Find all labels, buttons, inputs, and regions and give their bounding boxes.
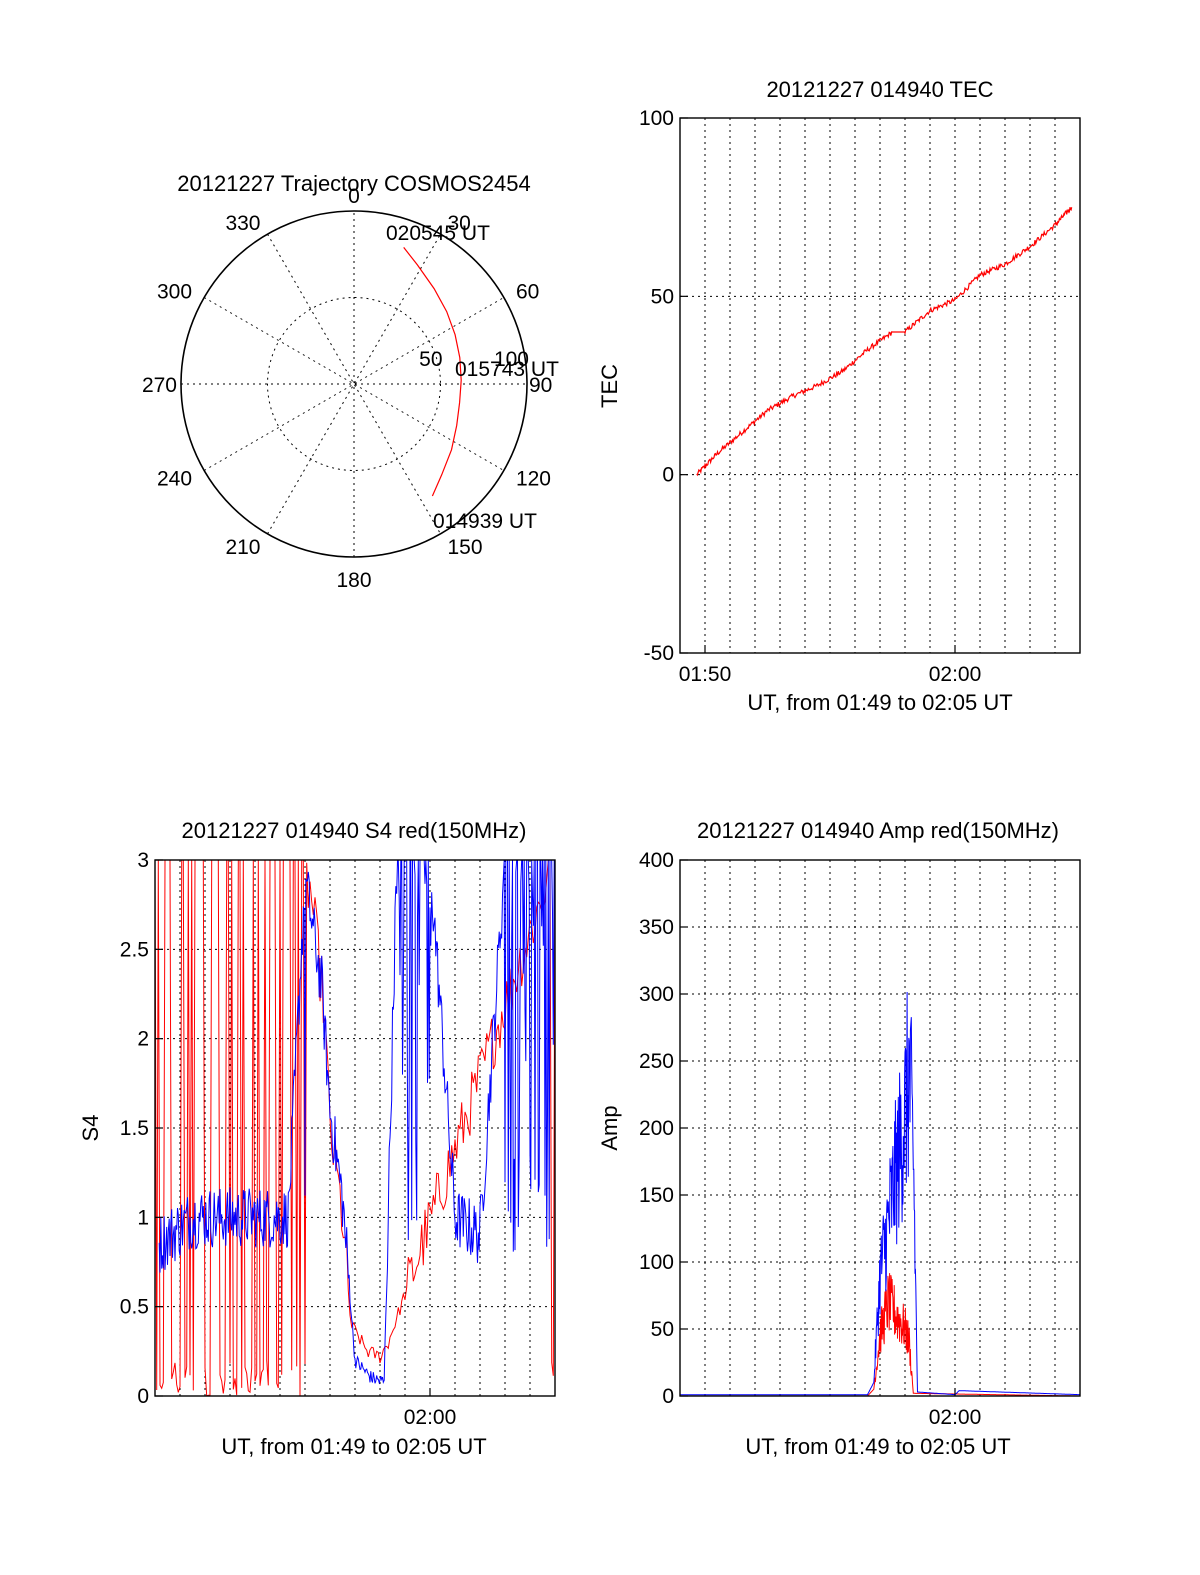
s4-series — [154, 859, 556, 1397]
annotation-end-time: 020545 UT — [386, 222, 490, 245]
trajectory-line — [403, 247, 462, 497]
s4-x-tick-labels: 02:00 — [404, 1388, 457, 1429]
polar-angle-label: 0 — [348, 185, 360, 208]
x-tick-label: 02:00 — [929, 663, 982, 686]
tec-x-tick-labels: 01:50 02:00 — [679, 645, 982, 686]
amp-y-axis-label: Amp — [597, 1105, 622, 1150]
s4-grid — [155, 860, 555, 1396]
polar-angle-label: 30 — [448, 212, 471, 235]
tec-x-axis-label: UT, from 01:49 to 02:05 UT — [747, 690, 1012, 715]
polar-angle-labels: 0 30 60 90 120 150 180 210 240 270 300 330 — [142, 185, 552, 592]
x-tick-label: 02:00 — [929, 1406, 982, 1429]
polar-radial-label: 100 — [494, 348, 529, 371]
tec-y-tick-labels: 100 50 0 -50 — [639, 107, 688, 665]
polar-angle-label: 90 — [529, 374, 552, 397]
polar-inner-circle — [267, 297, 441, 471]
polar-angle-label: 180 — [336, 569, 371, 592]
s4-y-tick-labels: 3 2.5 2 1.5 1 0.5 0 — [120, 849, 163, 1408]
y-tick-label: 0 — [662, 464, 674, 487]
polar-grid — [180, 210, 528, 558]
polar-radial-label: 50 — [419, 348, 442, 371]
y-tick-label: 2 — [137, 1028, 149, 1051]
polar-spoke — [203, 297, 505, 471]
annotation-start-time: 014939 UT — [433, 510, 537, 533]
trajectory-title: 20121227 Trajectory COSMOS2454 — [177, 171, 530, 196]
y-tick-label: 0 — [137, 1385, 149, 1408]
amp-panel: 20121227 014940 Amp red(150MHz) 400 350 30… — [597, 818, 1081, 1459]
polar-spoke — [267, 233, 441, 535]
s4-panel: 20121227 014940 S4 red(150MHz) 3 2.5 2 1.5 1… — [78, 818, 556, 1459]
trajectory-series — [403, 247, 462, 497]
polar-spoke — [203, 297, 505, 471]
y-tick-label: 400 — [639, 849, 674, 872]
x-tick-label: 01:50 — [679, 663, 732, 686]
tec-series — [696, 207, 1073, 477]
y-tick-label: -50 — [644, 642, 674, 665]
y-tick-label: 100 — [639, 107, 674, 130]
y-tick-label: 50 — [651, 285, 674, 308]
amp-x-tick-labels: 02:00 — [929, 1388, 982, 1429]
y-tick-label: 250 — [639, 1050, 674, 1073]
polar-angle-label: 300 — [157, 281, 192, 304]
tec-panel: 20121227 014940 TEC 100 50 0 -50 01:50 02:00… — [597, 77, 1081, 715]
polar-radial-labels: 50 100 — [419, 348, 529, 371]
amp-y-tick-labels: 400 350 300 250 200 150 100 50 0 — [639, 849, 688, 1408]
y-tick-label: 300 — [639, 983, 674, 1006]
tec-plot-frame — [679, 117, 1081, 654]
y-tick-label: 50 — [651, 1318, 674, 1341]
amp-title: 20121227 014940 Amp red(150MHz) — [697, 818, 1059, 843]
polar-angle-label: 270 — [142, 374, 177, 397]
polar-angle-label: 150 — [448, 536, 483, 559]
y-tick-label: 150 — [639, 1184, 674, 1207]
s4-blue-line — [158, 859, 555, 1385]
tec-grid — [680, 118, 1080, 653]
s4-title: 20121227 014940 S4 red(150MHz) — [182, 818, 527, 843]
amp-blue-line — [680, 991, 1081, 1396]
annotation-mid-time: 015743 UT — [455, 358, 559, 381]
s4-x-axis-label: UT, from 01:49 to 02:05 UT — [221, 1434, 486, 1459]
y-tick-label: 0 — [662, 1385, 674, 1408]
y-tick-label: 1.5 — [120, 1117, 149, 1140]
trajectory-panel: 20121227 Trajectory COSMOS2454 0 30 60 90 12… — [142, 171, 559, 592]
polar-angle-label: 60 — [516, 281, 539, 304]
polar-angle-label: 330 — [225, 212, 260, 235]
polar-angle-label: 240 — [157, 468, 192, 491]
tec-title: 20121227 014940 TEC — [766, 77, 993, 102]
s4-red-line — [154, 859, 556, 1397]
polar-angle-label: 210 — [225, 536, 260, 559]
tec-line — [696, 207, 1073, 477]
y-tick-label: 1 — [137, 1206, 149, 1229]
y-tick-label: 100 — [639, 1251, 674, 1274]
polar-angle-label: 120 — [516, 468, 551, 491]
x-tick-label: 02:00 — [404, 1406, 457, 1429]
amp-grid — [680, 860, 1080, 1396]
polar-spoke — [267, 233, 441, 535]
y-tick-label: 350 — [639, 916, 674, 939]
y-tick-label: 0.5 — [120, 1296, 149, 1319]
amp-x-axis-label: UT, from 01:49 to 02:05 UT — [745, 1434, 1010, 1459]
tec-y-axis-label: TEC — [597, 364, 622, 408]
y-tick-label: 2.5 — [120, 938, 149, 961]
s4-y-axis-label: S4 — [78, 1115, 103, 1142]
y-tick-label: 3 — [137, 849, 149, 872]
y-tick-label: 200 — [639, 1117, 674, 1140]
